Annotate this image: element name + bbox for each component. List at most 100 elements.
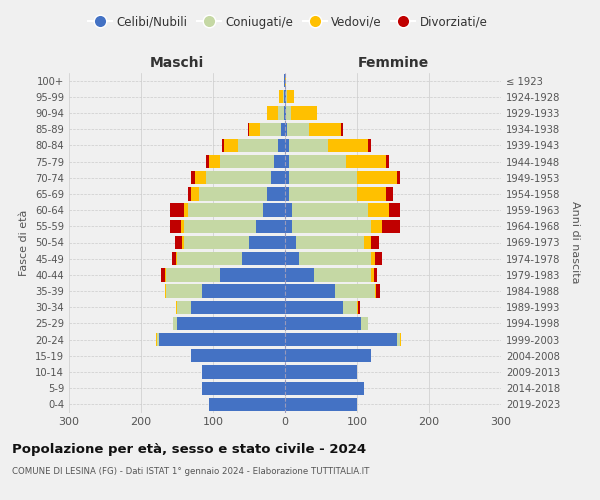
Bar (386, 188, 393, 200)
Bar (285, 252, 299, 266)
Bar (177, 252, 242, 266)
Text: COMUNE DI LESINA (FG) - Dati ISTAT 1° gennaio 2024 - Elaborazione TUTTITALIA.IT: COMUNE DI LESINA (FG) - Dati ISTAT 1° ge… (12, 468, 370, 476)
Bar (361, 317, 368, 330)
Bar (368, 138, 371, 152)
Bar (285, 236, 296, 249)
Text: Femmine: Femmine (358, 56, 428, 70)
Bar (285, 106, 286, 120)
Bar (375, 252, 382, 266)
Y-axis label: Fasce di età: Fasce di età (19, 210, 29, 276)
Bar (285, 188, 289, 200)
Bar (289, 138, 328, 152)
Bar (285, 398, 357, 411)
Bar (292, 204, 368, 217)
Bar (296, 236, 364, 249)
Bar (357, 300, 358, 314)
Bar (371, 252, 375, 266)
Bar (284, 90, 285, 104)
Bar (165, 284, 166, 298)
Bar (188, 204, 263, 217)
Bar (220, 155, 274, 168)
Bar (159, 333, 285, 346)
Bar (386, 155, 389, 168)
Bar (397, 171, 400, 184)
Bar (376, 284, 380, 298)
Bar (314, 268, 371, 281)
Bar (181, 220, 184, 233)
Bar (249, 122, 260, 136)
Bar (209, 398, 285, 411)
Bar (285, 333, 397, 346)
Bar (238, 138, 278, 152)
Bar (309, 122, 341, 136)
Bar (177, 317, 285, 330)
Bar (285, 268, 314, 281)
Bar (199, 188, 267, 200)
Bar (286, 90, 287, 104)
Bar (285, 284, 335, 298)
Bar (285, 155, 289, 168)
Bar (260, 122, 281, 136)
Bar (223, 138, 224, 152)
Bar (202, 366, 285, 378)
Bar (292, 220, 371, 233)
Bar (267, 106, 278, 120)
Bar (285, 382, 364, 395)
Text: Popolazione per età, sesso e stato civile - 2024: Popolazione per età, sesso e stato civil… (12, 442, 366, 456)
Bar (206, 171, 271, 184)
Bar (166, 268, 220, 281)
Bar (176, 252, 177, 266)
Bar (285, 204, 292, 217)
Bar (375, 284, 376, 298)
Bar (357, 188, 386, 200)
Bar (285, 220, 292, 233)
Bar (400, 333, 401, 346)
Bar (279, 90, 283, 104)
Bar (182, 236, 184, 249)
Bar (206, 155, 209, 168)
Bar (382, 220, 400, 233)
Bar (165, 268, 166, 281)
Bar (285, 300, 343, 314)
Bar (289, 155, 346, 168)
Bar (170, 220, 181, 233)
Bar (191, 300, 285, 314)
Bar (274, 155, 285, 168)
Bar (224, 138, 238, 152)
Bar (285, 349, 371, 362)
Bar (249, 236, 285, 249)
Bar (256, 220, 285, 233)
Legend: Celibi/Nubili, Coniugati/e, Vedovi/e, Divorziati/e: Celibi/Nubili, Coniugati/e, Vedovi/e, Di… (84, 11, 492, 34)
Bar (285, 317, 361, 330)
Bar (202, 382, 285, 395)
Bar (285, 138, 289, 152)
Bar (263, 204, 285, 217)
Text: Maschi: Maschi (150, 56, 204, 70)
Bar (287, 122, 309, 136)
Bar (278, 106, 284, 120)
Bar (209, 155, 220, 168)
Bar (161, 268, 165, 281)
Bar (184, 220, 256, 233)
Bar (166, 284, 202, 298)
Bar (371, 220, 382, 233)
Bar (364, 236, 371, 249)
Bar (371, 236, 379, 249)
Bar (358, 300, 360, 314)
Bar (299, 252, 371, 266)
Bar (287, 90, 295, 104)
Bar (191, 171, 195, 184)
Bar (374, 268, 377, 281)
Bar (371, 268, 374, 281)
Bar (286, 106, 292, 120)
Bar (184, 204, 188, 217)
Bar (177, 300, 191, 314)
Bar (242, 252, 285, 266)
Bar (173, 317, 177, 330)
Bar (195, 171, 206, 184)
Bar (170, 204, 184, 217)
Bar (175, 236, 182, 249)
Bar (389, 204, 400, 217)
Bar (285, 366, 357, 378)
Bar (285, 122, 287, 136)
